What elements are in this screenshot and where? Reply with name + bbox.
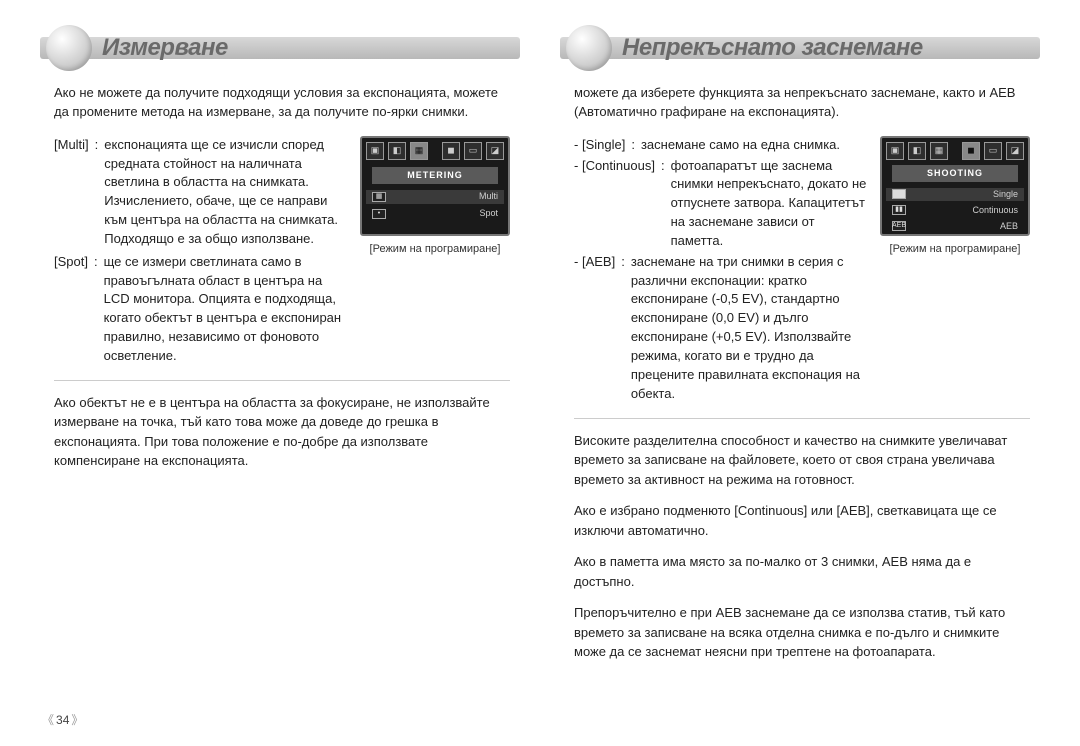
mode-icon: ▣	[366, 142, 384, 160]
section-title: Непрекъснато заснемане	[622, 34, 923, 62]
menu-row: ▦ Multi	[366, 190, 504, 204]
continuous-shot-icon: ▮▮	[892, 205, 906, 215]
mode-icon-selected: ▦	[410, 142, 428, 160]
mode-icon-selected: ◼	[962, 142, 980, 160]
shooting-lcd-mock: ▣ ◧ ▦ ◼ ▭ ◪ SHOOTING ◼ Single ▮▮	[880, 136, 1030, 236]
mode-icon: ▭	[984, 142, 1002, 160]
page-number: 34	[42, 711, 83, 728]
definition-desc: заснемане на три снимки в серия с различ…	[631, 253, 870, 404]
left-column: Измерване Ако не можете да получите подх…	[40, 30, 520, 674]
manual-page: Измерване Ако не можете да получите подх…	[0, 0, 1080, 694]
colon: :	[631, 136, 635, 155]
mode-icon: ▦	[930, 142, 948, 160]
single-shot-icon: ◼	[892, 189, 906, 199]
right-definitions: ▣ ◧ ▦ ◼ ▭ ◪ SHOOTING ◼ Single ▮▮	[574, 136, 1030, 404]
menu-row-text: Single	[993, 188, 1018, 201]
metering-lcd-mock: ▣ ◧ ▦ ◼ ▭ ◪ METERING ▦ Multi •	[360, 136, 510, 236]
menu-row: ◼ Single	[886, 188, 1024, 201]
mode-icon: ◼	[442, 142, 460, 160]
mode-icon: ◪	[1006, 142, 1024, 160]
section-divider	[574, 418, 1030, 419]
definition-desc: фотоапаратът ще заснема снимки непрекъсн…	[671, 157, 870, 251]
header-bullet-icon	[566, 25, 612, 71]
definition-desc: ще се измери светлината само в правоъгъл…	[104, 253, 350, 366]
right-intro: можете да изберете функцията за непрекъс…	[574, 84, 1030, 122]
shooting-screen-wrapper: ▣ ◧ ▦ ◼ ▭ ◪ SHOOTING ◼ Single ▮▮	[880, 136, 1030, 258]
definition-row: [AEB] : заснемане на три снимки в серия …	[574, 253, 870, 404]
definition-row: [Continuous] : фотоапаратът ще заснема с…	[574, 157, 870, 251]
definition-row: [Single] : заснемане само на една снимка…	[574, 136, 870, 155]
definition-desc: заснемане само на една снимка.	[641, 136, 870, 155]
screen-section-label: METERING	[372, 167, 498, 184]
definition-row: [Multi] : експонацията ще се изчисли спо…	[54, 136, 350, 249]
menu-row: • Spot	[366, 207, 504, 221]
metering-screen-wrapper: ▣ ◧ ▦ ◼ ▭ ◪ METERING ▦ Multi •	[360, 136, 510, 258]
colon: :	[95, 136, 99, 249]
definition-term: [AEB]	[574, 253, 615, 404]
mode-icon: ◪	[486, 142, 504, 160]
mode-icon-row: ▣ ◧ ▦ ◼ ▭ ◪	[886, 142, 1024, 160]
screen-caption: [Режим на програмиране]	[880, 242, 1030, 258]
right-note: Ако е избрано подменюто [Continuous] или…	[574, 501, 1030, 540]
definition-desc: експонацията ще се изчисли според средна…	[104, 136, 350, 249]
right-note: Ако в паметта има място за по-малко от 3…	[574, 552, 1030, 591]
section-header: Измерване	[40, 30, 520, 66]
menu-row-text: Continuous	[972, 204, 1018, 217]
screen-section-label: SHOOTING	[892, 165, 1018, 182]
left-intro: Ако не можете да получите подходящи усло…	[54, 84, 510, 122]
header-bullet-icon	[46, 25, 92, 71]
section-divider	[54, 380, 510, 381]
section-header: Непрекъснато заснемане	[560, 30, 1040, 66]
left-note: Ако обектът не е в центъра на областта з…	[54, 393, 510, 471]
left-definitions: ▣ ◧ ▦ ◼ ▭ ◪ METERING ▦ Multi •	[54, 136, 510, 366]
definition-term: [Multi]	[54, 136, 89, 249]
screen-caption: [Режим на програмиране]	[360, 242, 510, 258]
right-note: Препоръчително е при AEB заснемане да се…	[574, 603, 1030, 662]
menu-row: ▮▮ Continuous	[886, 204, 1024, 217]
definition-term: [Single]	[574, 136, 625, 155]
menu-row-text: Spot	[479, 207, 498, 220]
menu-row-text: AEB	[1000, 220, 1018, 233]
definition-term: [Spot]	[54, 253, 88, 366]
definition-row: [Spot] : ще се измери светлината само в …	[54, 253, 350, 366]
section-title: Измерване	[102, 34, 228, 62]
mode-icon-row: ▣ ◧ ▦ ◼ ▭ ◪	[366, 142, 504, 162]
right-note: Високите разделителна способност и качес…	[574, 431, 1030, 490]
menu-row: AEB AEB	[886, 220, 1024, 233]
menu-row-text: Multi	[479, 190, 498, 203]
right-column: Непрекъснато заснемане можете да изберет…	[560, 30, 1040, 674]
colon: :	[621, 253, 625, 404]
mode-icon: ◧	[908, 142, 926, 160]
colon: :	[94, 253, 98, 366]
spot-metering-icon: •	[372, 209, 386, 219]
mode-icon: ▣	[886, 142, 904, 160]
mode-icon: ▭	[464, 142, 482, 160]
colon: :	[661, 157, 665, 251]
multi-metering-icon: ▦	[372, 192, 386, 202]
mode-icon: ◧	[388, 142, 406, 160]
aeb-icon: AEB	[892, 221, 906, 231]
definition-term: [Continuous]	[574, 157, 655, 251]
